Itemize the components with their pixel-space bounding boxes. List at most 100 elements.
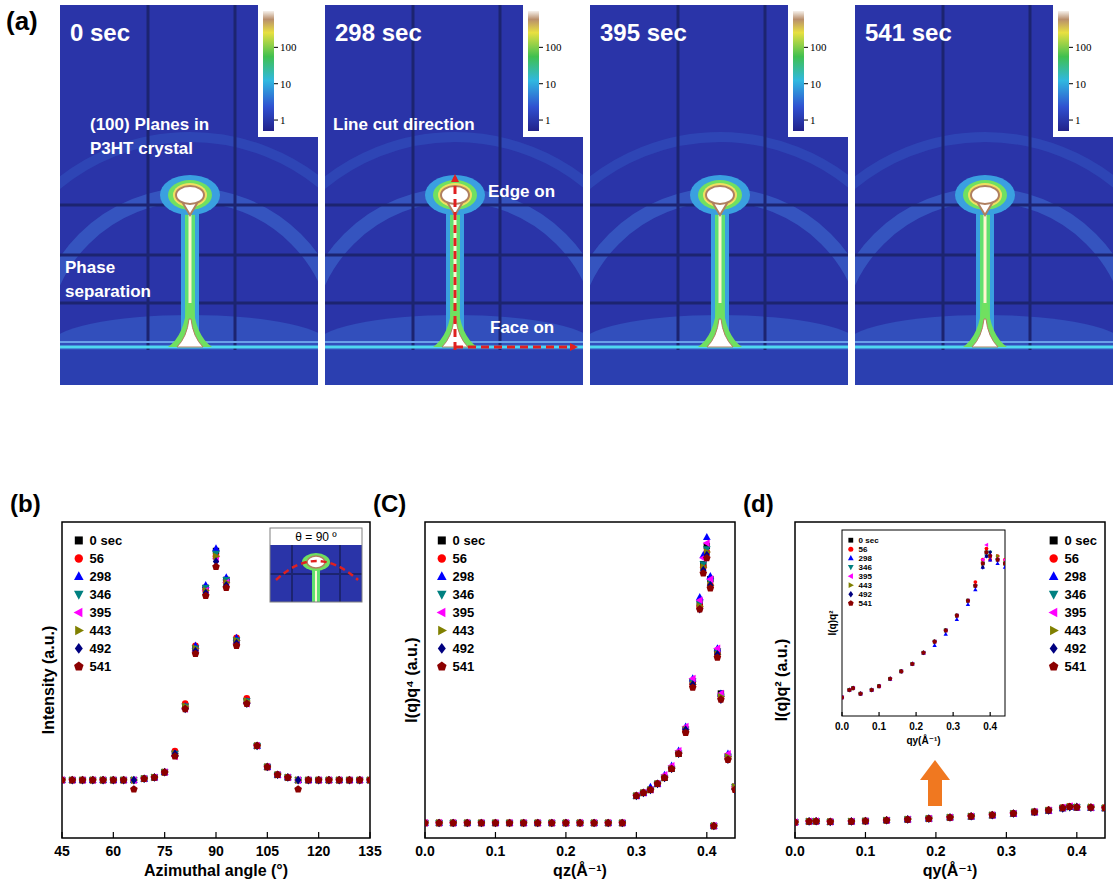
marker	[888, 677, 892, 681]
marker	[346, 777, 352, 783]
marker	[1059, 804, 1067, 811]
marker	[1102, 804, 1105, 811]
marker	[1059, 804, 1067, 811]
marker	[710, 822, 718, 829]
marker	[1031, 808, 1039, 815]
below-horizon	[855, 350, 1113, 385]
marker	[842, 696, 844, 700]
marker	[926, 815, 933, 822]
marker	[357, 777, 363, 783]
panel-label: (b)	[10, 490, 41, 517]
marker	[862, 817, 868, 826]
marker	[591, 820, 598, 827]
scattering-ring	[590, 137, 848, 385]
marker	[947, 814, 954, 821]
colorbar-tick-label: 1	[1075, 114, 1081, 126]
marker	[882, 816, 889, 824]
legend-marker	[437, 661, 447, 670]
marker	[1045, 806, 1053, 813]
marker	[130, 776, 137, 784]
marker	[640, 789, 646, 798]
plot-frame	[62, 522, 370, 838]
marker	[877, 684, 881, 688]
marker	[151, 774, 158, 781]
legend: 0 sec56298346395443492541	[437, 533, 486, 674]
colorbar-tick-label: 100	[280, 41, 297, 53]
legend-label: 56	[453, 551, 467, 566]
marker	[1066, 803, 1073, 810]
series	[842, 551, 1005, 700]
legend-marker	[437, 608, 446, 618]
colorbar-tick	[804, 47, 808, 48]
colorbar-tick-label: 100	[545, 41, 562, 53]
marker	[62, 777, 65, 784]
marker	[989, 554, 993, 558]
marker	[676, 750, 683, 758]
marker	[62, 777, 65, 783]
marker	[264, 764, 271, 771]
marker	[883, 817, 889, 823]
marker	[847, 688, 851, 692]
marker	[1073, 803, 1081, 810]
marker	[89, 776, 96, 784]
marker	[899, 669, 903, 673]
marker	[285, 774, 291, 780]
legend-label: 492	[90, 641, 112, 656]
image-title: 395 sec	[600, 19, 687, 46]
legend-marker	[1050, 643, 1058, 654]
marker	[899, 670, 903, 674]
marker	[996, 557, 1000, 562]
marker	[922, 650, 926, 655]
image-annotation: Face on	[490, 318, 554, 337]
marker	[591, 820, 597, 826]
x-axis-title: Azimuthal angle (°)	[144, 862, 288, 879]
marker	[450, 819, 456, 828]
marker	[336, 776, 343, 784]
marker	[326, 777, 332, 783]
colorbar-tick-label: 100	[1075, 41, 1092, 53]
marker	[521, 819, 528, 827]
marker	[795, 818, 799, 825]
marker	[605, 819, 611, 828]
marker	[675, 750, 683, 757]
x-tick-label: 0.3	[627, 843, 647, 859]
marker	[826, 818, 834, 825]
marker	[877, 684, 881, 689]
image-title: 0 sec	[70, 19, 130, 46]
marker	[847, 688, 851, 692]
x-tick	[267, 832, 268, 838]
marker	[851, 686, 855, 690]
marker	[944, 629, 948, 633]
legend-marker	[74, 661, 84, 670]
marker	[889, 677, 893, 681]
colorbar-tick-label: 10	[810, 78, 822, 90]
marker	[591, 819, 597, 828]
marker	[506, 819, 514, 826]
inset-content	[270, 528, 362, 602]
marker	[284, 773, 292, 780]
marker	[1031, 808, 1037, 817]
legend-marker	[438, 536, 446, 544]
legend-label: 492	[453, 641, 475, 656]
marker	[847, 818, 854, 826]
marker	[1074, 802, 1080, 811]
marker	[605, 819, 612, 827]
legend-marker	[1049, 661, 1059, 670]
marker	[577, 820, 584, 827]
marker	[477, 819, 484, 827]
data-marks	[842, 543, 1005, 700]
marker	[842, 695, 844, 699]
series	[425, 533, 735, 829]
marker	[79, 776, 85, 785]
marker	[668, 766, 674, 772]
marker	[883, 817, 890, 824]
marker	[100, 776, 107, 784]
marker	[449, 819, 457, 826]
marker	[605, 820, 612, 827]
marker	[450, 820, 457, 827]
marker	[90, 776, 96, 785]
marker	[69, 777, 75, 783]
marker	[795, 819, 798, 825]
marker	[1066, 803, 1074, 810]
scattering-ring	[60, 195, 318, 385]
